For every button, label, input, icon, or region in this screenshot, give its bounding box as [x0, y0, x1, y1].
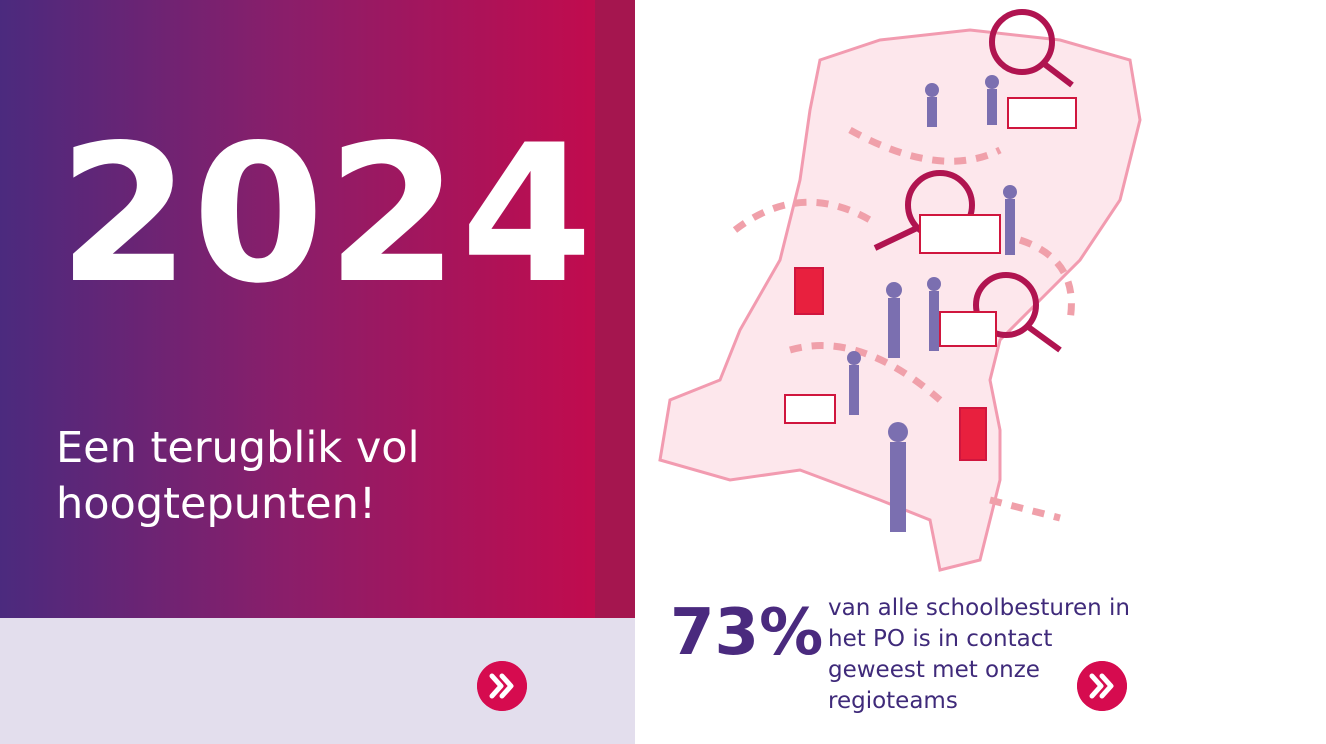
subtitle-line: hoogtepunten!: [56, 479, 377, 529]
next-button[interactable]: [1077, 661, 1127, 711]
hero-panel: [0, 0, 635, 618]
next-button[interactable]: [477, 661, 527, 711]
description-line: geweest met onze: [828, 657, 1040, 683]
panel-stripe: [595, 0, 635, 618]
description-line: regioteams: [828, 688, 958, 714]
map-illustration: [658, 9, 1142, 572]
subtitle-line: Een terugblik vol: [56, 423, 420, 473]
bottom-band: [0, 618, 635, 744]
year: 2024: [58, 104, 595, 325]
description-line: het PO is in contact: [828, 626, 1053, 652]
description-line: van alle schoolbesturen in: [828, 595, 1130, 621]
stat-description: van alle schoolbesturen in het PO is in …: [828, 593, 1130, 717]
subtitle: Een terugblik vol hoogtepunten!: [56, 420, 420, 532]
stat-figure: 73%: [670, 596, 824, 670]
